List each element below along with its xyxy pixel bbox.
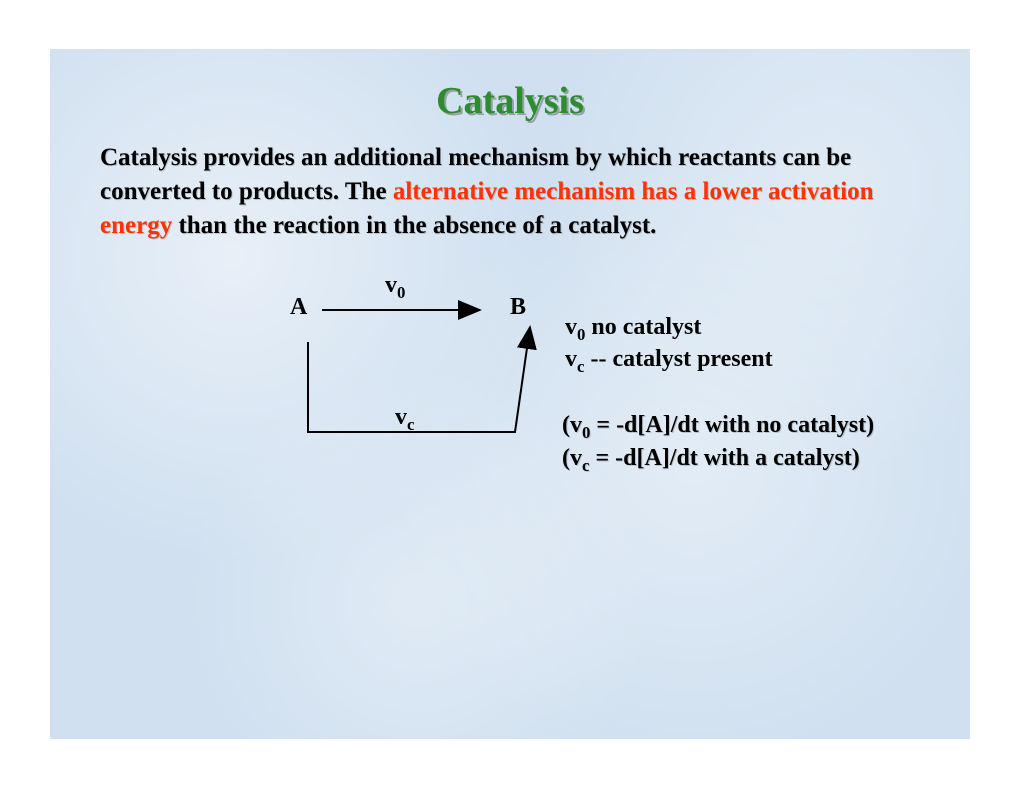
label-b: B (510, 294, 526, 321)
leg1-a: v (565, 314, 577, 340)
slide: Catalysis Catalysis provides an addition… (50, 49, 970, 739)
eq1-b: = -d[A]/dt with no catalyst) (590, 412, 874, 438)
label-v0-top: v0 (385, 272, 405, 303)
leg2-a: v (565, 346, 577, 372)
legend-vc: vc -- catalyst present (565, 346, 773, 377)
u-path (308, 327, 530, 432)
eq2-a: (v (562, 445, 582, 471)
reaction-diagram: A B v0 vc v0 no catalyst vc -- catalyst … (90, 262, 930, 482)
v0-v: v (385, 272, 397, 298)
eq2-b: = -d[A]/dt with a catalyst) (589, 445, 859, 471)
para-text-2: than the reaction in the absence of a ca… (172, 212, 656, 239)
equation-vc: (vc = -d[A]/dt with a catalyst) (562, 445, 860, 476)
slide-title: Catalysis (90, 79, 930, 123)
legend-v0: v0 no catalyst (565, 314, 701, 345)
label-vc-bottom: vc (395, 404, 414, 435)
leg2-b: -- catalyst present (584, 346, 772, 372)
eq1-a: (v (562, 412, 582, 438)
label-a: A (290, 294, 307, 321)
vc-sub: c (407, 415, 414, 434)
equation-v0: (v0 = -d[A]/dt with no catalyst) (562, 412, 874, 443)
vc-v: v (395, 404, 407, 430)
leg1-b: no catalyst (585, 314, 701, 340)
body-paragraph: Catalysis provides an additional mechani… (100, 141, 920, 242)
v0-sub: 0 (397, 283, 405, 302)
